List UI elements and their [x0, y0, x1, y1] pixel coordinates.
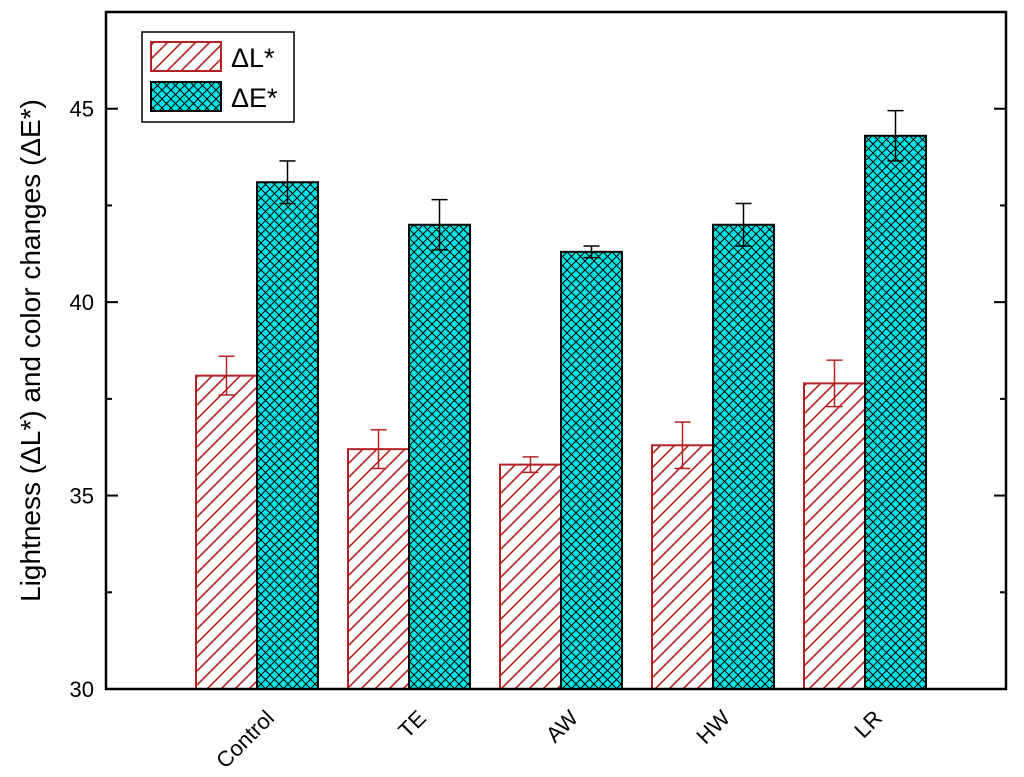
y-axis-title: Lightness (ΔL*) and color changes (ΔE*) [15, 99, 46, 602]
bar-de-aw [560, 250, 623, 690]
x-tick-label-hw: HW [691, 705, 735, 749]
error-bar-de-hw [735, 202, 752, 247]
bar-dl-lr [803, 382, 866, 690]
error-bars-layer [218, 109, 904, 474]
bar-dl-aw [499, 463, 562, 690]
bar-de-control [256, 181, 319, 691]
x-axis: Control TE AW HW LR [211, 681, 887, 773]
error-bar-dl-hw [674, 421, 691, 470]
bars-layer [195, 134, 927, 691]
error-bar-dl-lr [826, 359, 843, 408]
y-tick-label: 30 [70, 677, 94, 702]
legend-label-dl: ΔL* [231, 43, 275, 73]
y-tick-label: 45 [70, 97, 94, 122]
bar-de-lr [864, 134, 927, 690]
bar-dl-control [195, 374, 258, 690]
legend-label-de: ΔE* [231, 83, 278, 113]
x-tick-label-te: TE [393, 705, 431, 743]
y-tick-label: 35 [70, 484, 94, 509]
x-tick-label-aw: AW [541, 705, 583, 747]
legend-swatch-dl [150, 41, 222, 72]
bar-dl-te [347, 448, 410, 690]
bar-dl-hw [651, 444, 714, 690]
plot-frame [104, 10, 1008, 691]
y-tick-label: 40 [70, 290, 94, 315]
error-bar-de-aw [583, 245, 600, 259]
error-bar-dl-te [370, 429, 387, 470]
bar-de-hw [712, 223, 775, 690]
error-bar-dl-aw [522, 456, 539, 474]
legend: ΔL* ΔE* [141, 31, 295, 123]
legend-swatch-de [150, 81, 222, 112]
error-bar-dl-control [218, 355, 235, 396]
y-axis: 30 35 40 45 [70, 11, 1006, 702]
bar-de-te [408, 223, 471, 690]
x-tick-label-lr: LR [849, 705, 887, 743]
error-bar-de-control [279, 160, 296, 205]
error-bar-de-te [431, 198, 448, 251]
x-tick-label-control: Control [211, 705, 279, 773]
error-bar-de-lr [887, 109, 904, 162]
